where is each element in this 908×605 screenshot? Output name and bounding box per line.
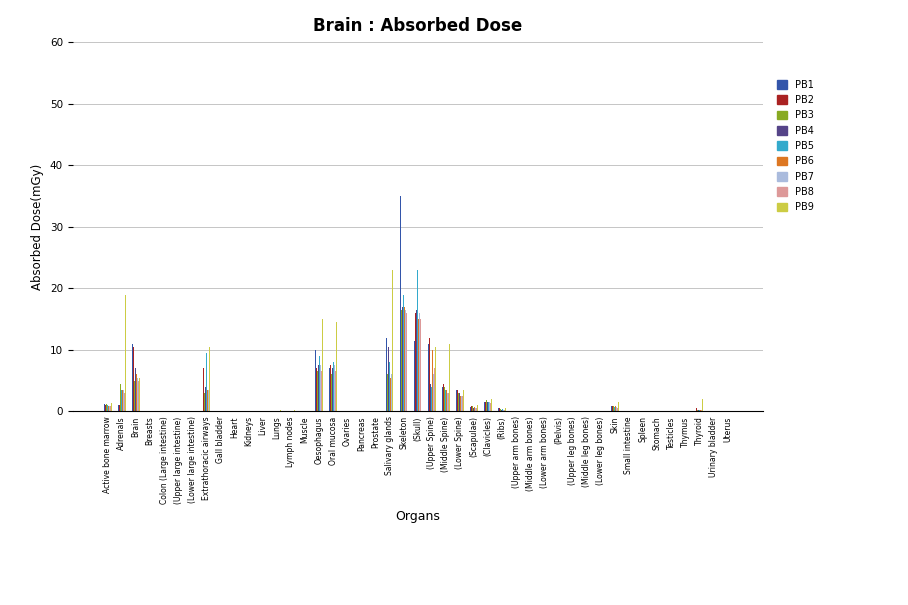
Legend: PB1, PB2, PB3, PB4, PB5, PB6, PB7, PB8, PB9: PB1, PB2, PB3, PB4, PB5, PB6, PB7, PB8, … (775, 77, 817, 215)
X-axis label: Organs: Organs (395, 509, 440, 523)
Title: Brain : Absorbed Dose: Brain : Absorbed Dose (313, 17, 522, 35)
Y-axis label: Absorbed Dose(mGy): Absorbed Dose(mGy) (31, 164, 44, 290)
